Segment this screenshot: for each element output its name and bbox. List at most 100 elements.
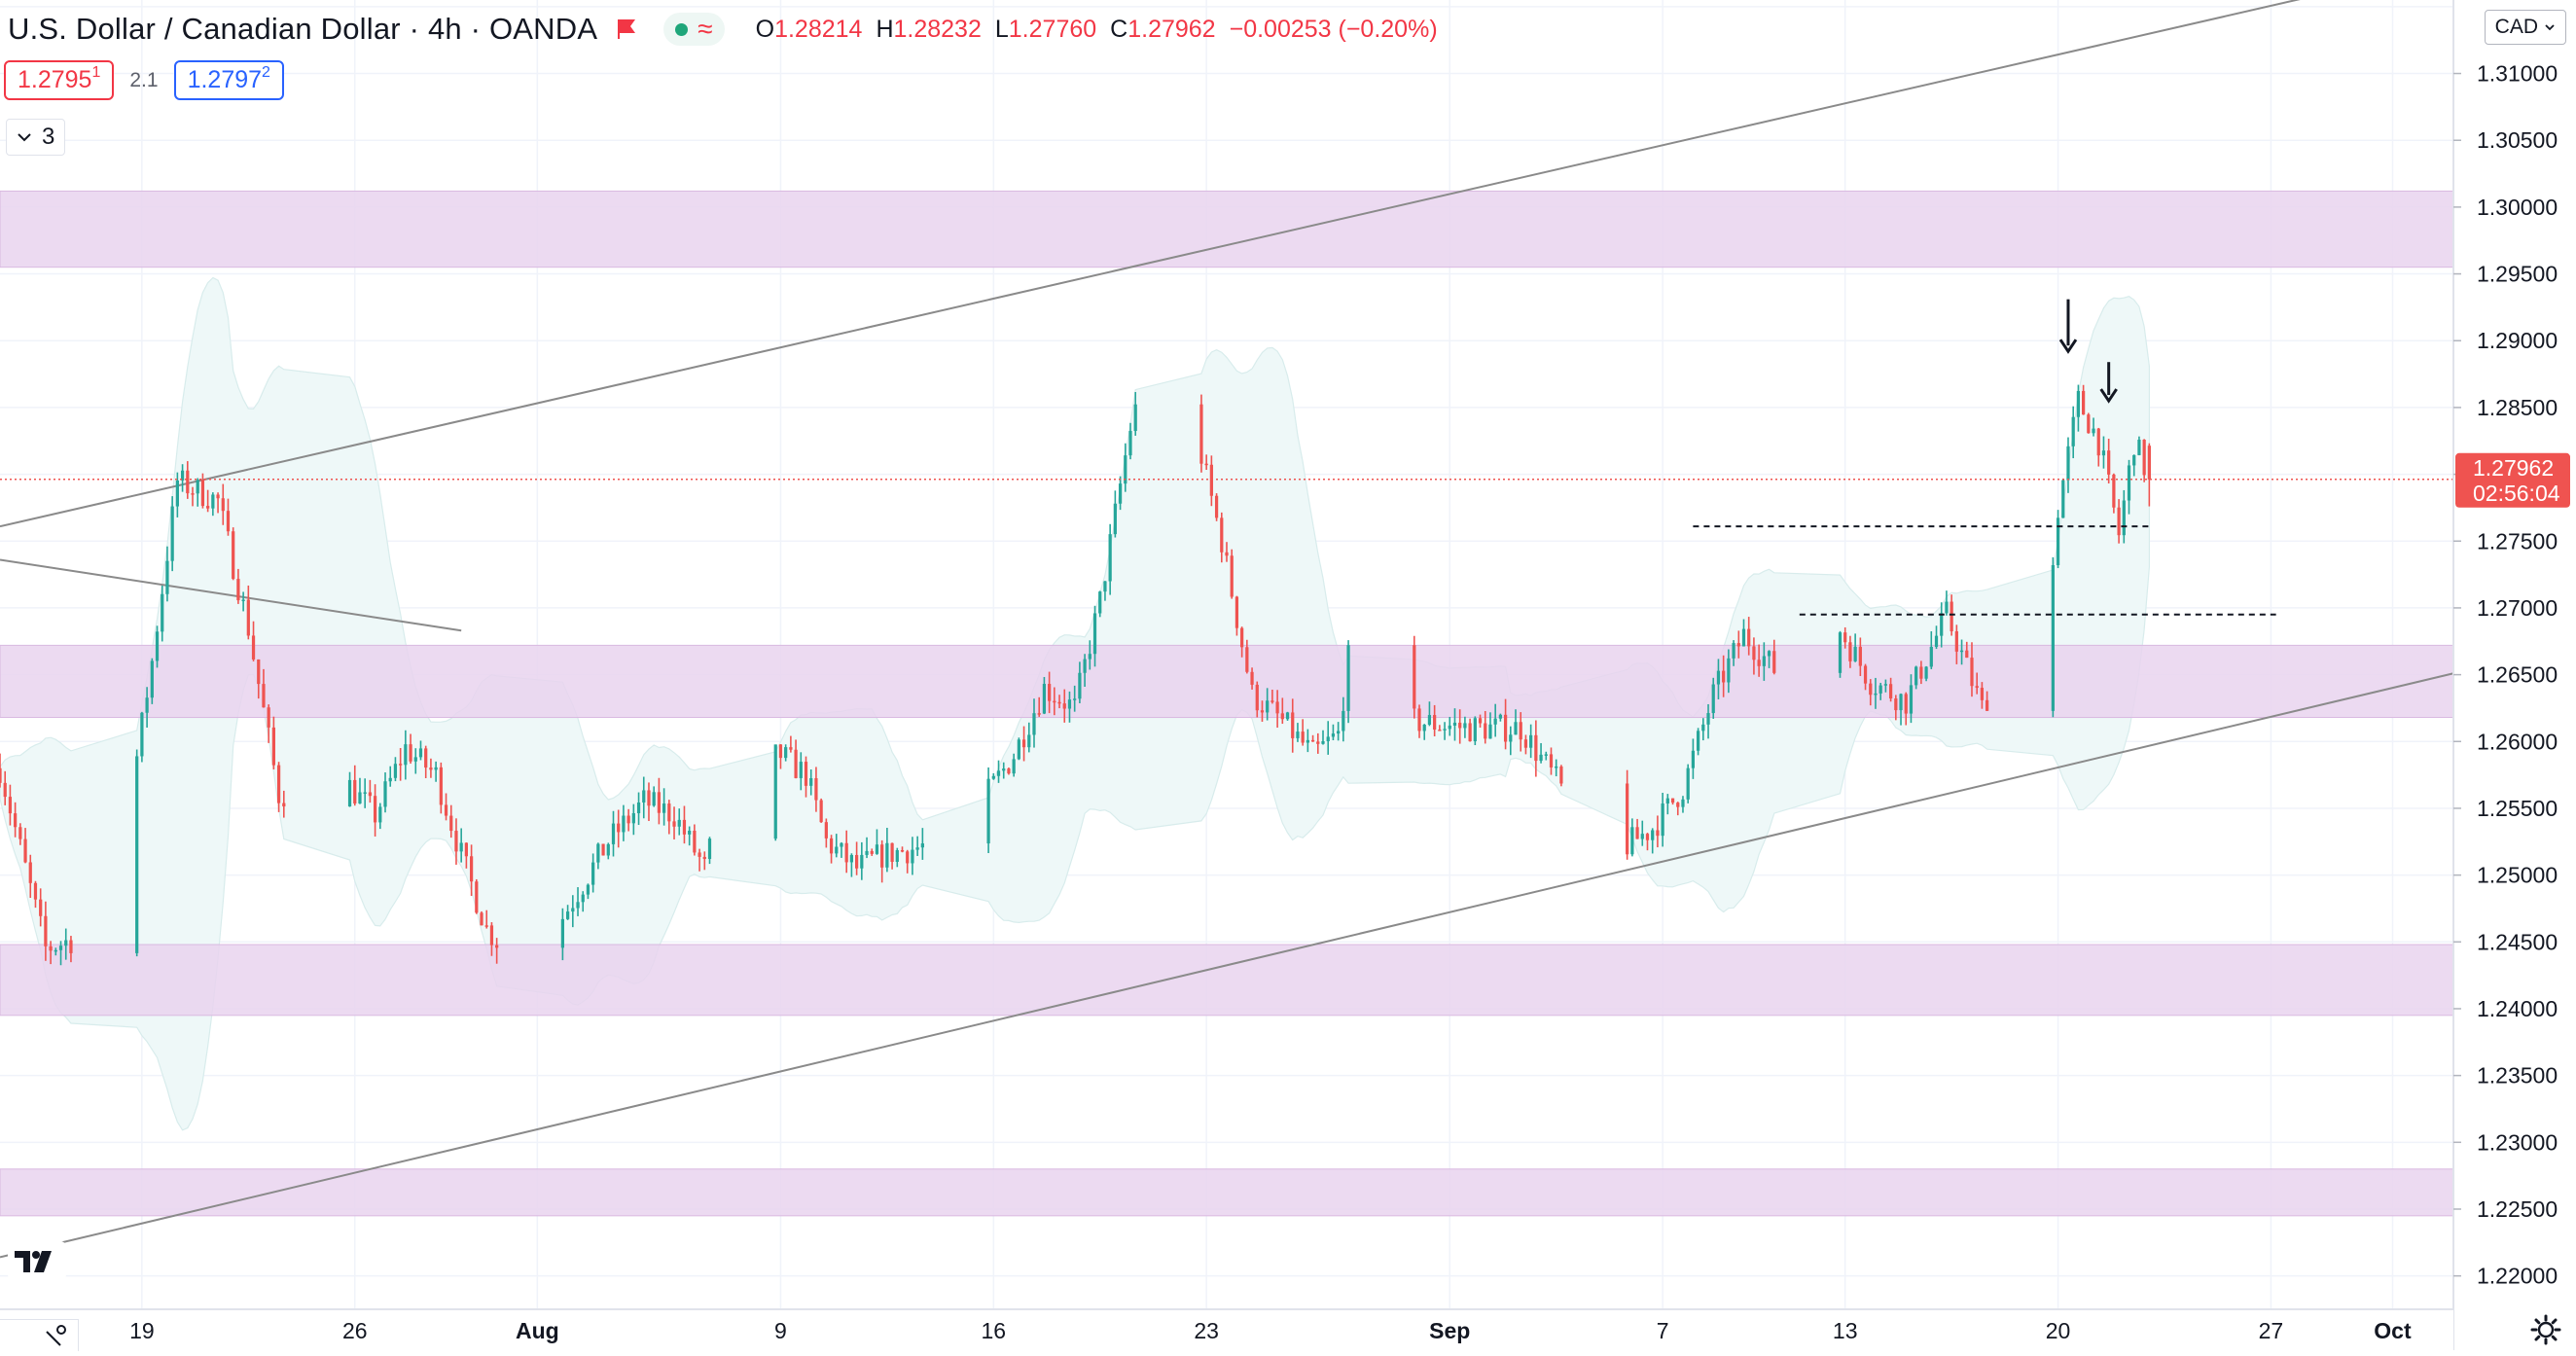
candle[interactable]	[2076, 384, 2081, 432]
candle[interactable]	[14, 802, 18, 838]
candle[interactable]	[1838, 630, 1843, 678]
candle[interactable]	[1878, 682, 1882, 700]
candle[interactable]	[39, 888, 43, 927]
candle[interactable]	[707, 837, 712, 865]
candle[interactable]	[180, 464, 185, 492]
candle[interactable]	[1529, 724, 1533, 759]
candle[interactable]	[150, 658, 154, 704]
candle[interactable]	[1108, 523, 1112, 595]
candle[interactable]	[469, 844, 474, 896]
candle[interactable]	[1326, 721, 1330, 755]
candle[interactable]	[1260, 700, 1265, 722]
candle[interactable]	[565, 905, 570, 920]
candle[interactable]	[677, 808, 681, 836]
candle[interactable]	[849, 853, 854, 877]
candle[interactable]	[1858, 637, 1862, 676]
candle[interactable]	[1651, 828, 1655, 854]
candle[interactable]	[1904, 692, 1908, 726]
candle[interactable]	[1245, 639, 1249, 674]
candle[interactable]	[1234, 595, 1239, 636]
candle[interactable]	[64, 928, 68, 960]
candle[interactable]	[996, 760, 1001, 783]
candle[interactable]	[1209, 455, 1213, 507]
candle[interactable]	[1549, 747, 1554, 775]
candle[interactable]	[1321, 730, 1325, 745]
candle[interactable]	[814, 767, 818, 812]
candle[interactable]	[271, 716, 275, 770]
candle[interactable]	[1225, 542, 1229, 562]
candle[interactable]	[1894, 695, 1898, 721]
market-status-pill[interactable]: ≈	[663, 13, 725, 46]
candle[interactable]	[424, 745, 428, 778]
candle[interactable]	[1888, 677, 1893, 702]
candle[interactable]	[2087, 412, 2091, 434]
candle[interactable]	[1741, 619, 1746, 647]
candle[interactable]	[586, 883, 590, 900]
candle[interactable]	[2132, 454, 2136, 477]
candle[interactable]	[161, 585, 164, 642]
candle[interactable]	[642, 776, 646, 819]
candle[interactable]	[1199, 394, 1203, 473]
candle[interactable]	[1559, 765, 1563, 787]
candle[interactable]	[667, 800, 671, 835]
supply-demand-zone[interactable]	[0, 190, 2454, 268]
candle[interactable]	[824, 818, 828, 848]
candle[interactable]	[1676, 802, 1680, 816]
candle[interactable]	[347, 771, 352, 807]
candle[interactable]	[1929, 630, 1933, 669]
gear-icon[interactable]	[2529, 1313, 2562, 1346]
supply-demand-zone[interactable]	[0, 944, 2454, 1017]
candle[interactable]	[236, 568, 240, 604]
candle[interactable]	[601, 843, 605, 856]
candle[interactable]	[495, 938, 499, 964]
candle[interactable]	[596, 842, 600, 870]
candle[interactable]	[1270, 689, 1274, 704]
candle[interactable]	[1103, 581, 1107, 601]
candle[interactable]	[576, 887, 580, 916]
candle[interactable]	[1448, 716, 1451, 736]
sell-button[interactable]: 1.27951	[4, 60, 115, 100]
candle[interactable]	[652, 786, 656, 807]
arrow-down-icon[interactable]	[2058, 299, 2078, 354]
candle[interactable]	[1214, 493, 1219, 521]
candle[interactable]	[1670, 798, 1675, 805]
candle[interactable]	[1478, 714, 1483, 728]
candle[interactable]	[911, 837, 914, 875]
tradingview-logo[interactable]	[8, 1241, 66, 1280]
candle[interactable]	[1914, 665, 1918, 690]
candle[interactable]	[1037, 696, 1041, 717]
candle[interactable]	[2137, 436, 2141, 456]
candle[interactable]	[2096, 427, 2100, 467]
candle[interactable]	[58, 941, 63, 966]
candle[interactable]	[484, 910, 488, 929]
candle[interactable]	[799, 752, 803, 791]
candle[interactable]	[444, 793, 448, 821]
candle[interactable]	[363, 778, 367, 808]
candle[interactable]	[855, 841, 859, 875]
candle[interactable]	[860, 841, 864, 880]
candle[interactable]	[1057, 695, 1061, 709]
candle[interactable]	[196, 478, 199, 507]
candle[interactable]	[778, 743, 783, 769]
price-axis[interactable]: 1.31000 1.30500 1.30000 1.29500 1.29000 1.285…	[2452, 0, 2576, 1350]
candle[interactable]	[267, 704, 270, 743]
candle[interactable]	[991, 772, 995, 780]
candle[interactable]	[1716, 659, 1721, 699]
candle[interactable]	[0, 753, 2, 788]
candle[interactable]	[1863, 663, 1868, 691]
candle[interactable]	[1686, 764, 1690, 803]
candle[interactable]	[885, 828, 889, 873]
candle[interactable]	[865, 837, 869, 859]
candle[interactable]	[1696, 728, 1700, 756]
candle[interactable]	[2066, 437, 2070, 493]
candle[interactable]	[388, 766, 392, 787]
candle[interactable]	[622, 804, 626, 841]
candle[interactable]	[44, 901, 48, 961]
candle[interactable]	[23, 828, 27, 864]
candle[interactable]	[784, 744, 788, 762]
candle[interactable]	[875, 829, 879, 855]
candle[interactable]	[1519, 712, 1522, 752]
candle[interactable]	[276, 762, 281, 812]
candle[interactable]	[393, 757, 398, 782]
candle[interactable]	[1757, 644, 1761, 677]
